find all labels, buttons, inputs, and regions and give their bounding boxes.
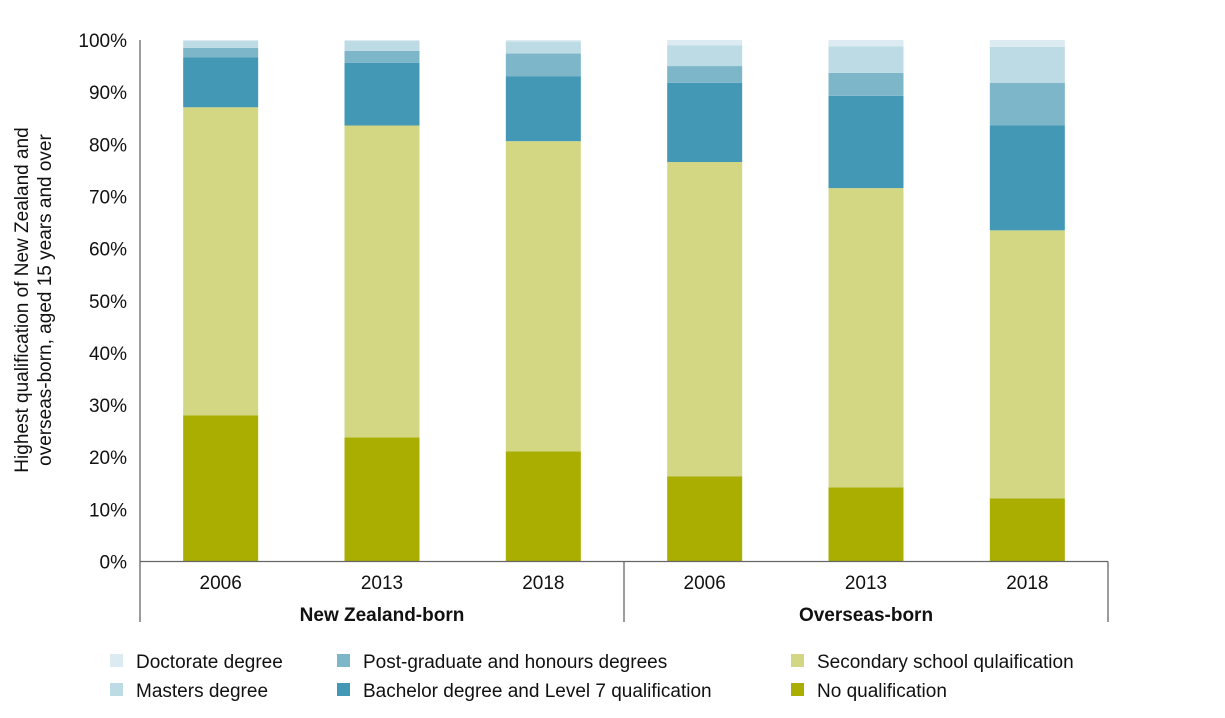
group-label: New Zealand-born <box>300 605 465 626</box>
group-label: Overseas-born <box>799 605 933 626</box>
bar-segment-no-qualification <box>989 498 1065 562</box>
bar-segment-no-qualification <box>828 487 904 562</box>
bar-segment-secondary-school-qulaification <box>183 107 259 416</box>
y-axis-label-line: overseas-born, aged 15 years and over <box>35 134 56 466</box>
legend-swatch <box>791 683 804 696</box>
bar-segment-masters-degree <box>183 41 259 48</box>
legend-label: Bachelor degree and Level 7 qualificatio… <box>363 681 712 702</box>
bar-segment-post-graduate-and-honours-degrees <box>505 53 581 77</box>
bar-segment-doctorate-degree <box>344 40 420 42</box>
bar-segment-doctorate-degree <box>505 40 581 42</box>
y-tick-label: 50% <box>89 292 127 313</box>
bar-segment-bachelor-degree-and-level-7-qualification <box>828 95 904 189</box>
x-tick-label: 2018 <box>1006 573 1048 594</box>
bar-segment-doctorate-degree <box>989 40 1065 47</box>
legend-swatch <box>110 654 123 667</box>
bar-segment-bachelor-degree-and-level-7-qualification <box>989 125 1065 231</box>
y-tick-label: 30% <box>89 396 127 417</box>
legend-label: Doctorate degree <box>136 652 283 673</box>
x-tick-label: 2018 <box>522 573 564 594</box>
x-tick-label: 2013 <box>845 573 887 594</box>
y-tick-label: 40% <box>89 344 127 365</box>
bar-segment-masters-degree <box>989 46 1065 83</box>
bar-segment-doctorate-degree <box>828 40 904 47</box>
y-tick-label: 20% <box>89 448 127 469</box>
legend-swatch <box>110 683 123 696</box>
bar-segment-masters-degree <box>828 46 904 73</box>
bar-segment-secondary-school-qulaification <box>344 125 420 438</box>
y-tick-label: 0% <box>100 553 128 574</box>
legend-swatch <box>791 654 804 667</box>
bar-segment-no-qualification <box>183 415 259 562</box>
bar-segment-no-qualification <box>505 451 581 562</box>
legend-swatch <box>337 654 350 667</box>
bar-segment-secondary-school-qulaification <box>989 230 1065 499</box>
bar-segment-no-qualification <box>344 437 420 562</box>
legend-label: No qualification <box>817 681 947 702</box>
y-tick-label: 90% <box>89 83 127 104</box>
bar-segment-bachelor-degree-and-level-7-qualification <box>667 82 743 163</box>
y-tick-label: 80% <box>89 135 127 156</box>
x-tick-label: 2013 <box>361 573 403 594</box>
x-tick-label: 2006 <box>684 573 726 594</box>
bar-segment-bachelor-degree-and-level-7-qualification <box>183 57 259 108</box>
bar-segment-doctorate-degree <box>183 40 259 42</box>
legend-label: Post-graduate and honours degrees <box>363 652 667 673</box>
bar-segment-masters-degree <box>667 45 743 67</box>
bar-segment-secondary-school-qulaification <box>667 162 743 477</box>
bar-segment-masters-degree <box>344 41 420 51</box>
y-tick-label: 60% <box>89 240 127 261</box>
legend-swatch <box>337 683 350 696</box>
y-tick-label: 10% <box>89 500 127 521</box>
y-tick-label: 100% <box>78 31 127 52</box>
bar-segment-post-graduate-and-honours-degrees <box>989 82 1065 126</box>
legend-label: Masters degree <box>136 681 268 702</box>
bar-segment-no-qualification <box>667 476 743 562</box>
bar-segment-post-graduate-and-honours-degrees <box>667 66 743 83</box>
x-tick-label: 2006 <box>200 573 242 594</box>
bar-segment-secondary-school-qulaification <box>505 141 581 452</box>
legend-label: Secondary school qulaification <box>817 652 1074 673</box>
bar-segment-post-graduate-and-honours-degrees <box>828 72 904 96</box>
y-axis-label: Highest qualification of New Zealand and… <box>12 127 56 472</box>
bar-segment-masters-degree <box>505 41 581 54</box>
bar-segment-bachelor-degree-and-level-7-qualification <box>344 62 420 126</box>
y-tick-label: 70% <box>89 187 127 208</box>
bar-segment-post-graduate-and-honours-degrees <box>344 50 420 63</box>
bar-segment-bachelor-degree-and-level-7-qualification <box>505 76 581 142</box>
bar-segment-doctorate-degree <box>667 40 743 46</box>
bar-segment-secondary-school-qulaification <box>828 188 904 488</box>
bar-segment-post-graduate-and-honours-degrees <box>183 47 259 58</box>
y-axis-label-line: Highest qualification of New Zealand and <box>12 127 33 472</box>
